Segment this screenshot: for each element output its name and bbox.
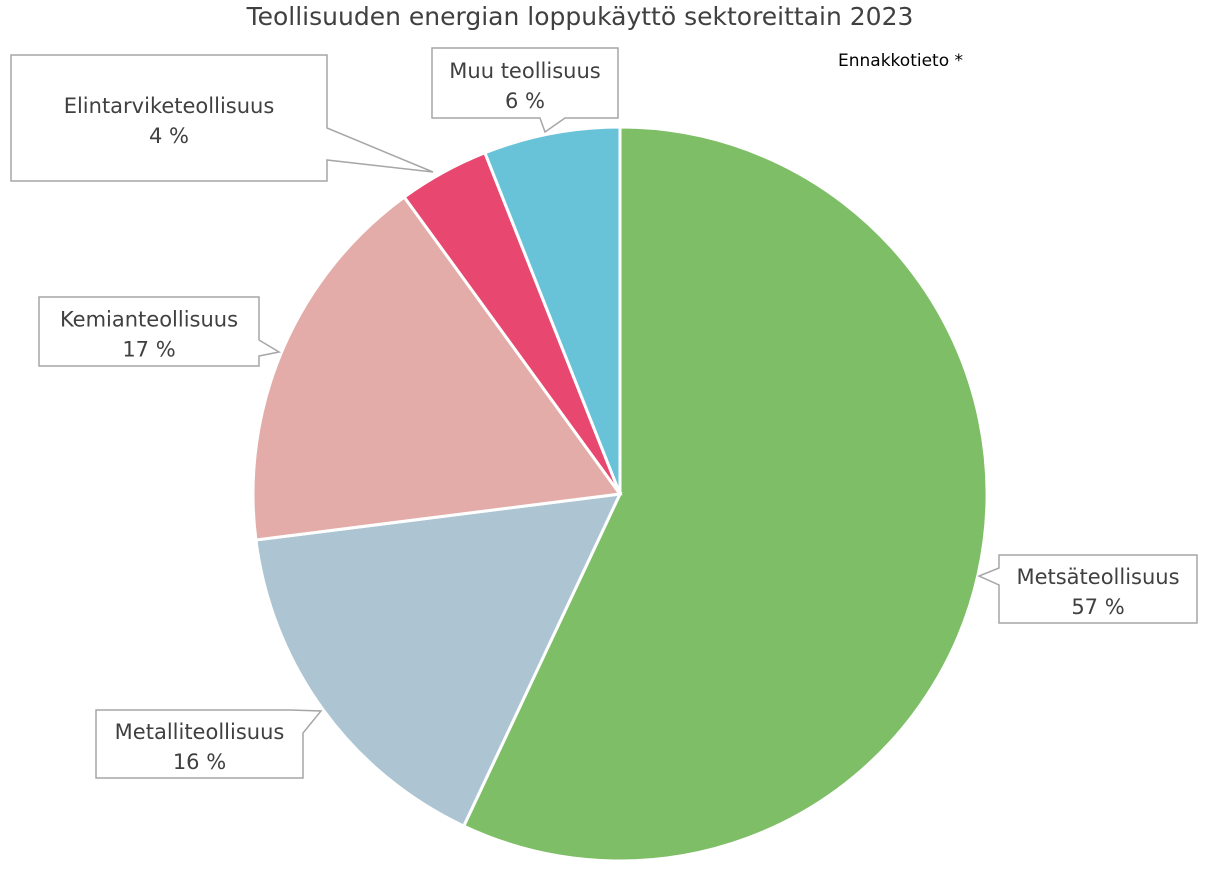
slice-value-label-3: 4 % — [149, 124, 189, 148]
callout-box-3 — [10, 54, 434, 182]
preliminary-note: Ennakkotieto * — [838, 51, 964, 71]
slice-label-1: Metalliteollisuus — [115, 720, 285, 744]
callout-box-1 — [95, 709, 323, 779]
slice-label-2: Kemianteollisuus — [60, 308, 238, 332]
slice-label-4: Muu teollisuus — [449, 59, 600, 83]
slice-value-label-1: 16 % — [173, 750, 226, 774]
chart-title: Teollisuuden energian loppukäyttö sektor… — [246, 2, 914, 31]
slice-value-label-4: 6 % — [505, 89, 545, 113]
slice-label-0: Metsäteollisuus — [1016, 565, 1179, 589]
slice-value-label-2: 17 % — [122, 338, 175, 362]
pie-slice-2 — [251, 194, 623, 542]
pie-slice-1 — [254, 492, 623, 829]
callout-box-4 — [431, 47, 619, 134]
slice-label-3: Elintarviketeollisuus — [64, 94, 275, 118]
callout-box-0 — [977, 554, 1198, 624]
pie-slice-0 — [461, 125, 989, 863]
slice-value-label-0: 57 % — [1071, 595, 1124, 619]
callout-box-2 — [38, 296, 282, 367]
pie-slice-4 — [482, 125, 622, 495]
